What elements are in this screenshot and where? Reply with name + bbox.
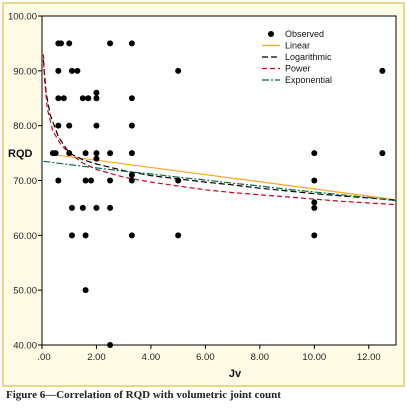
- observed-point: [82, 232, 89, 239]
- legend-label-observed: Observed: [285, 29, 324, 39]
- observed-point: [74, 67, 81, 74]
- observed-point: [175, 232, 182, 239]
- x-tick-label: 6.00: [196, 352, 215, 363]
- observed-point: [379, 67, 386, 74]
- x-tick-label: 4.00: [142, 352, 161, 363]
- observed-point: [128, 40, 135, 47]
- observed-point: [379, 150, 386, 157]
- observed-point: [82, 287, 89, 294]
- observed-point: [93, 89, 100, 96]
- legend-label-power: Power: [285, 64, 311, 74]
- observed-point: [311, 150, 318, 157]
- x-tick-label: 2.00: [87, 352, 106, 363]
- observed-point: [107, 204, 114, 211]
- observed-point: [311, 204, 318, 211]
- observed-point: [55, 122, 62, 129]
- observed-point: [85, 95, 92, 102]
- observed-point: [52, 150, 59, 157]
- observed-point: [107, 177, 114, 184]
- observed-point: [93, 122, 100, 129]
- observed-point: [66, 150, 73, 157]
- y-tick-label: 60.00: [13, 231, 37, 242]
- observed-point: [128, 177, 135, 184]
- observed-point: [311, 177, 318, 184]
- y-tick-label: 80.00: [13, 121, 37, 132]
- x-axis-title: Jv: [229, 368, 242, 380]
- y-tick-label: 70.00: [13, 176, 37, 187]
- observed-point: [311, 232, 318, 239]
- observed-point: [55, 95, 62, 102]
- observed-point: [58, 40, 65, 47]
- fit-line-linear: [50, 153, 397, 201]
- observed-point: [93, 150, 100, 157]
- y-tick-label: 90.00: [13, 66, 37, 77]
- observed-point: [128, 95, 135, 102]
- y-tick-label: 100.00: [8, 12, 37, 23]
- observed-point: [93, 204, 100, 211]
- observed-point: [128, 150, 135, 157]
- axes: 40.00 50.00 60.00 70.00 80.00 90.00 100.00 .00 2…: [8, 12, 381, 364]
- rqd-jv-chart: 40.00 50.00 60.00 70.00 80.00 90.00 100.00 .00 2…: [2, 2, 405, 387]
- observed-point: [68, 67, 75, 74]
- observed-point: [93, 95, 100, 102]
- fit-line-logarithmic: [42, 59, 397, 201]
- observed-point: [311, 199, 318, 206]
- legend-label-logarithmic: Logarithmic: [285, 52, 332, 62]
- observed-point: [79, 204, 86, 211]
- x-tick-label: 8.00: [251, 352, 270, 363]
- observed-point: [66, 40, 73, 47]
- observed-point: [128, 172, 135, 179]
- observed-point: [68, 232, 75, 239]
- observed-point: [107, 40, 114, 47]
- observed-point: [107, 150, 114, 157]
- observed-point: [55, 177, 62, 184]
- fit-line-power: [42, 54, 397, 206]
- figure-caption: Figure 6—Correlation of RQD with volumet…: [6, 389, 281, 401]
- observed-point: [107, 342, 114, 348]
- y-tick-label: 50.00: [13, 286, 37, 297]
- x-tick-label: 12.00: [357, 352, 381, 363]
- plot-area: [41, 15, 397, 346]
- y-tick-label: 40.00: [13, 341, 37, 352]
- y-axis-title: RQD: [8, 148, 33, 160]
- observed-point: [60, 95, 67, 102]
- fit-lines: [42, 54, 397, 206]
- x-tick-label: 10.00: [302, 352, 326, 363]
- observed-point: [175, 177, 182, 184]
- observed-point: [128, 122, 135, 129]
- observed-point: [79, 95, 86, 102]
- observed-points: [49, 40, 386, 348]
- legend-label-linear: Linear: [285, 41, 310, 51]
- observed-point: [66, 122, 73, 129]
- observed-point: [128, 232, 135, 239]
- observed-point: [82, 150, 89, 157]
- observed-point: [88, 177, 95, 184]
- fit-line-exponential: [43, 160, 397, 202]
- observed-point: [82, 177, 89, 184]
- observed-point: [55, 67, 62, 74]
- legend-label-exponential: Exponential: [285, 75, 332, 85]
- observed-point: [175, 67, 182, 74]
- observed-point: [93, 155, 100, 162]
- observed-point: [68, 204, 75, 211]
- legend-marker-observed: [268, 31, 274, 37]
- x-tick-label: .00: [37, 352, 50, 363]
